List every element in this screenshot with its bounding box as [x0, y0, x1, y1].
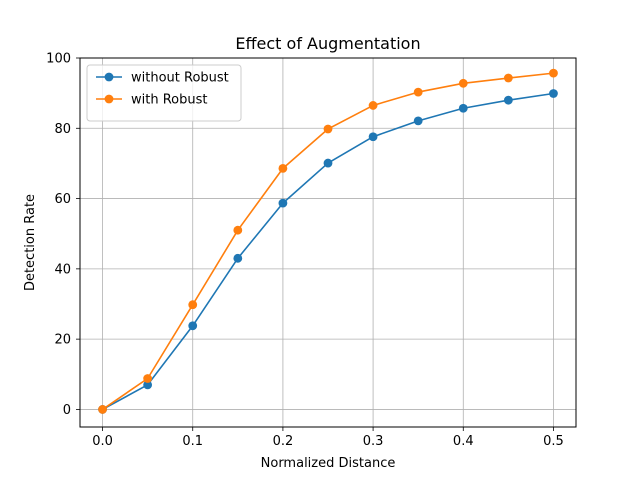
- data-point: [458, 103, 468, 113]
- data-point: [458, 78, 468, 88]
- series-2: [98, 68, 558, 414]
- legend-swatch-marker: [104, 94, 114, 104]
- y-axis-label: Detection Rate: [23, 194, 38, 291]
- data-point: [549, 89, 558, 98]
- data-point: [98, 405, 107, 414]
- y-tick-label: 20: [54, 333, 71, 348]
- y-tick-label: 0: [63, 403, 71, 418]
- data-point: [413, 116, 423, 126]
- x-tick-label: 0.0: [92, 434, 113, 449]
- data-point: [188, 321, 198, 331]
- legend-item: without Robust: [96, 71, 229, 86]
- data-point: [503, 95, 513, 105]
- data-point: [413, 87, 423, 97]
- legend: without Robust with Robust: [86, 64, 242, 122]
- data-point: [368, 132, 378, 142]
- data-point: [549, 68, 558, 78]
- data-point: [233, 253, 243, 263]
- legend-label: without Robust: [131, 71, 229, 86]
- series-group: [98, 68, 558, 414]
- axis-ticks: 0.0 0.1 0.2 0.3 0.4 0.5 0 20 40 60 80 100: [46, 52, 564, 450]
- y-tick-label: 60: [54, 192, 71, 207]
- legend-box: [86, 64, 242, 122]
- chart-title: Effect of Augmentation: [235, 34, 420, 53]
- x-axis-label: Normalized Distance: [261, 456, 396, 471]
- x-tick-label: 0.5: [543, 434, 564, 449]
- data-point: [368, 101, 378, 110]
- data-point: [188, 300, 198, 310]
- legend-item: with Robust: [96, 93, 207, 108]
- data-point: [278, 198, 288, 208]
- data-point: [278, 163, 288, 173]
- data-point: [143, 380, 153, 390]
- plot-frame: [79, 57, 577, 428]
- x-tick-label: 0.2: [273, 434, 294, 449]
- data-point: [323, 158, 333, 168]
- data-point: [503, 73, 513, 83]
- y-tick-label: 40: [54, 262, 71, 277]
- data-point: [323, 124, 333, 134]
- data-point: [233, 225, 243, 235]
- y-tick-label: 100: [46, 52, 71, 67]
- x-tick-label: 0.3: [363, 434, 384, 449]
- data-point: [143, 374, 153, 383]
- legend-label: with Robust: [131, 93, 207, 108]
- legend-swatch-marker: [104, 72, 114, 82]
- y-tick-label: 80: [54, 122, 71, 137]
- x-tick-label: 0.4: [453, 434, 474, 449]
- x-tick-label: 0.1: [182, 434, 203, 449]
